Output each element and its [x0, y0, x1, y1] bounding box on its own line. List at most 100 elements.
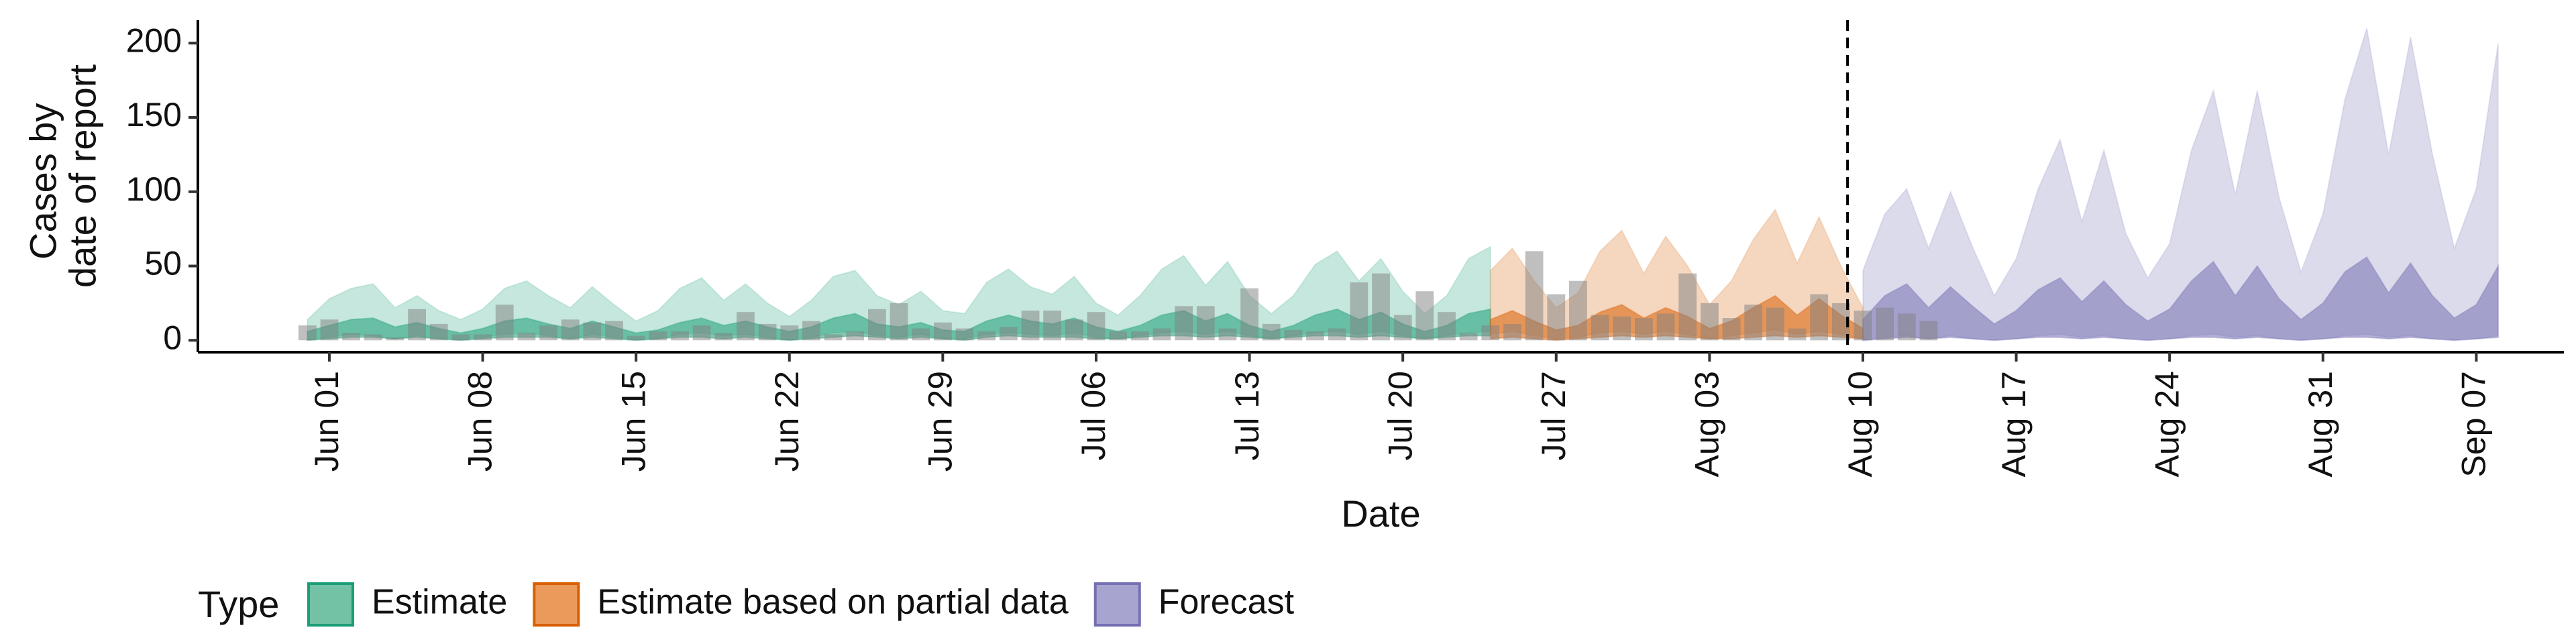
observed-bar — [890, 303, 908, 341]
x-tick-label: Jun 22 — [768, 371, 806, 472]
observed-bar — [1284, 329, 1303, 341]
observed-bar — [320, 319, 339, 341]
y-tick-label: 200 — [126, 22, 182, 60]
observed-bar — [1503, 323, 1521, 341]
observed-bar — [1722, 318, 1741, 341]
legend-key — [1093, 582, 1141, 627]
observed-bar — [671, 331, 689, 341]
observed-bar — [758, 323, 777, 341]
observed-bar — [714, 333, 733, 341]
x-tick-label: Jun 15 — [614, 371, 652, 472]
observed-bar — [1393, 315, 1412, 341]
observed-bar — [1591, 315, 1609, 341]
observed-bars — [298, 251, 1938, 341]
observed-bar — [977, 331, 996, 341]
x-tick-label: Aug 10 — [1841, 371, 1879, 477]
observed-bar — [912, 328, 930, 341]
observed-bar — [1678, 273, 1697, 341]
observed-bar — [1897, 313, 1916, 341]
observed-bar — [1152, 328, 1171, 341]
legend-items: Estimate Estimate based on partial data Fo… — [307, 582, 1295, 627]
x-tick-label: Jul 20 — [1381, 371, 1419, 460]
x-axis-label: Date — [1341, 492, 1420, 535]
legend-item: Estimate based on partial data — [533, 582, 1069, 627]
observed-bar — [1635, 318, 1653, 341]
observed-bar — [1415, 291, 1434, 341]
observed-bar — [1306, 331, 1324, 341]
observed-bar — [1459, 333, 1478, 341]
observed-bar — [1810, 294, 1829, 341]
observed-bar — [999, 327, 1018, 341]
observed-bar — [1175, 306, 1193, 341]
x-tick-label: Jul 27 — [1535, 371, 1572, 460]
observed-bar — [364, 334, 382, 341]
x-axis-ticks: Jun 01 Jun 08 Jun 15 Jun 22 Jun 29 Jul 06 Jul … — [308, 352, 2493, 477]
observed-bar — [408, 309, 426, 341]
observed-bar — [846, 331, 865, 341]
observed-bar — [955, 328, 974, 341]
y-tick-label: 150 — [126, 96, 182, 133]
observed-bar — [583, 322, 602, 341]
observed-bar — [474, 334, 492, 341]
observed-bar — [1240, 288, 1258, 341]
observed-bar — [1262, 323, 1281, 341]
y-axis-label-line-2: date of report — [61, 64, 103, 288]
x-tick-label: Jun 29 — [922, 371, 959, 472]
forecast-ribbon-inner — [1862, 256, 2499, 341]
observed-bar — [386, 337, 405, 341]
observed-bar — [1109, 331, 1127, 341]
observed-bar — [1701, 303, 1719, 341]
plot-area — [307, 28, 2499, 341]
x-tick-label: Aug 03 — [1688, 371, 1726, 477]
observed-bar — [561, 319, 580, 341]
x-tick-label: Jul 13 — [1228, 371, 1266, 460]
x-tick-label: Aug 24 — [2148, 371, 2186, 477]
observed-bar — [737, 312, 755, 341]
observed-bar — [1328, 328, 1346, 341]
observed-bar — [1021, 311, 1040, 341]
observed-bar — [1613, 316, 1631, 341]
observed-bar — [1788, 328, 1807, 341]
y-tick-label: 0 — [163, 319, 182, 356]
observed-bar — [1854, 311, 1872, 341]
observed-bar — [1196, 306, 1215, 341]
x-tick-label: Aug 31 — [2302, 371, 2339, 477]
y-axis-label: Cases by date of report — [22, 64, 104, 288]
observed-bar — [495, 305, 514, 341]
legend-label: Estimate based on partial data — [597, 583, 1069, 622]
legend-item: Forecast — [1093, 582, 1295, 627]
observed-bar — [1919, 321, 1938, 341]
observed-bar — [692, 325, 711, 341]
y-axis-ticks: 0 50 100 150 200 — [126, 22, 198, 356]
observed-bar — [1569, 280, 1587, 341]
observed-bar — [1218, 328, 1237, 341]
observed-bar — [1043, 311, 1061, 341]
x-tick-label: Jul 06 — [1075, 371, 1112, 460]
observed-bar — [539, 325, 557, 341]
x-tick-label: Aug 17 — [1995, 371, 2033, 477]
observed-bar — [802, 321, 820, 341]
observed-bar — [1087, 312, 1106, 341]
x-tick-label: Jun 08 — [462, 371, 499, 472]
observed-bar — [1438, 312, 1456, 341]
observed-bar — [1130, 331, 1149, 341]
observed-bar — [1481, 325, 1500, 341]
observed-bar — [1547, 294, 1566, 341]
observed-bar — [451, 334, 470, 341]
observed-bar — [649, 331, 667, 341]
observed-bar — [868, 309, 886, 341]
observed-bar — [1876, 307, 1894, 341]
observed-bar — [1372, 273, 1390, 341]
observed-bar — [1766, 307, 1784, 341]
legend-label: Forecast — [1159, 583, 1295, 622]
observed-bar — [934, 322, 952, 341]
legend-key — [533, 582, 580, 627]
observed-bar — [1656, 313, 1675, 341]
y-axis-label-line-1: Cases by — [22, 103, 64, 260]
observed-bar — [1065, 319, 1083, 341]
observed-bar — [1350, 282, 1368, 341]
observed-bar — [1744, 305, 1763, 341]
observed-bar — [517, 333, 536, 341]
observed-bar — [780, 325, 799, 341]
